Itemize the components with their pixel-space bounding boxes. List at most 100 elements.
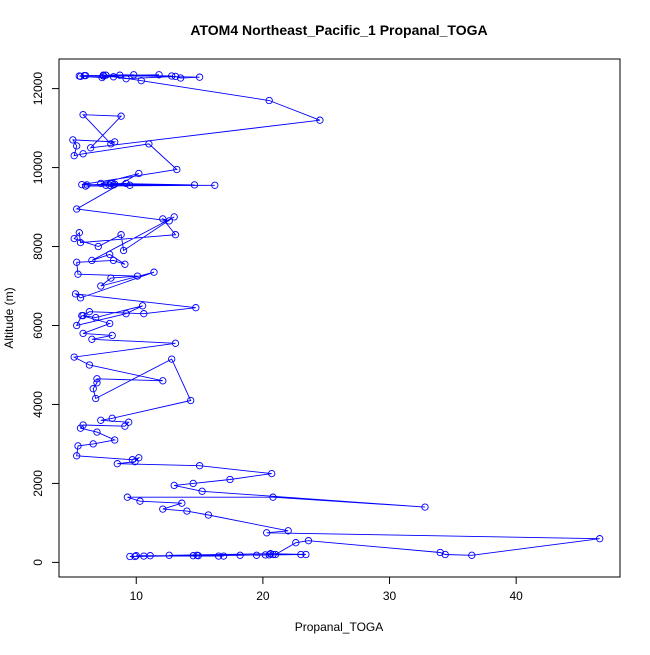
data-point xyxy=(193,551,201,559)
data-point xyxy=(89,440,97,448)
y-axis: 0 2000 4000 6000 8000 10000 12000 xyxy=(31,72,60,566)
data-point xyxy=(73,142,81,150)
data-point xyxy=(93,375,101,383)
data-point xyxy=(81,182,90,190)
data-point xyxy=(102,181,110,189)
data-point xyxy=(302,550,310,559)
data-point xyxy=(122,310,130,318)
data-point xyxy=(69,136,77,144)
data-point xyxy=(71,290,80,298)
data-point xyxy=(87,144,95,152)
data-point xyxy=(85,361,94,369)
data-point xyxy=(145,140,153,148)
data-point xyxy=(195,73,204,81)
data-point xyxy=(73,321,81,330)
y-tick-label: 0 xyxy=(31,559,45,566)
data-point xyxy=(126,552,134,561)
data-point xyxy=(183,507,191,515)
data-point xyxy=(165,551,173,559)
data-point xyxy=(261,551,270,559)
data-point xyxy=(171,339,180,347)
y-tick-label: 4000 xyxy=(31,391,45,418)
y-tick-label: 6000 xyxy=(31,312,45,339)
data-point xyxy=(204,511,213,519)
data-point xyxy=(192,304,200,312)
data-point xyxy=(111,180,119,188)
data-point xyxy=(168,72,176,80)
data-point xyxy=(297,550,305,559)
data-point xyxy=(121,260,129,268)
data-point xyxy=(137,77,145,85)
data-point xyxy=(176,74,185,82)
data-point xyxy=(94,242,102,251)
data-point xyxy=(107,140,115,148)
data-point xyxy=(214,552,223,560)
data-point xyxy=(75,229,83,237)
data-point xyxy=(173,165,181,174)
data-point xyxy=(79,111,87,119)
data-point xyxy=(97,179,105,188)
data-point xyxy=(106,250,114,259)
data-point xyxy=(102,71,110,79)
data-point xyxy=(70,353,78,361)
data-point xyxy=(189,552,197,560)
data-point xyxy=(468,551,476,559)
data-point xyxy=(119,246,128,255)
data-point xyxy=(292,539,300,547)
x-axis-label: Propanal_TOGA xyxy=(295,620,384,634)
data-point xyxy=(122,75,130,83)
x-tick-label: 10 xyxy=(130,589,144,603)
data-point xyxy=(73,205,81,213)
data-point xyxy=(135,169,143,178)
series-line xyxy=(72,74,600,557)
data-point xyxy=(76,294,85,302)
data-point xyxy=(190,181,199,189)
data-point xyxy=(441,550,449,559)
data-point xyxy=(76,72,85,81)
data-point xyxy=(268,469,276,478)
data-point xyxy=(189,479,197,488)
data-point xyxy=(92,394,100,403)
data-point xyxy=(136,497,144,505)
data-point xyxy=(113,460,121,468)
data-point xyxy=(316,116,324,124)
data-point xyxy=(97,416,105,424)
data-point xyxy=(117,112,125,120)
data-point xyxy=(108,331,116,340)
data-point xyxy=(140,310,148,318)
data-point xyxy=(121,422,129,430)
plot-area-border xyxy=(58,58,621,578)
data-point xyxy=(165,217,173,225)
data-point xyxy=(269,493,277,501)
data-point xyxy=(107,274,115,282)
data-point xyxy=(76,238,85,247)
x-tick-label: 20 xyxy=(256,589,270,603)
data-point xyxy=(83,181,91,189)
data-point xyxy=(171,231,180,239)
data-point xyxy=(140,552,148,560)
y-axis-label: Altitude (m) xyxy=(2,287,16,348)
data-point xyxy=(85,308,94,316)
data-point xyxy=(92,313,100,322)
x-tick-label: 30 xyxy=(383,589,397,603)
data-point xyxy=(123,493,132,501)
data-point xyxy=(421,503,429,511)
data-point xyxy=(111,138,119,146)
data-point xyxy=(98,73,106,82)
data-point xyxy=(252,551,261,559)
chart-title: ATOM4 Northeast_Pacific_1 Propanal_TOGA xyxy=(190,22,487,38)
data-point xyxy=(78,180,86,189)
data-point xyxy=(109,73,118,81)
data-point xyxy=(187,396,195,405)
data-point xyxy=(79,329,87,338)
data-point xyxy=(304,537,313,545)
data-point xyxy=(265,551,273,559)
data-point xyxy=(131,552,139,561)
data-point xyxy=(284,527,292,535)
data-point xyxy=(117,231,125,239)
data-point xyxy=(126,181,134,189)
data-point xyxy=(155,71,163,79)
data-point xyxy=(170,481,178,490)
data-point xyxy=(211,181,219,189)
